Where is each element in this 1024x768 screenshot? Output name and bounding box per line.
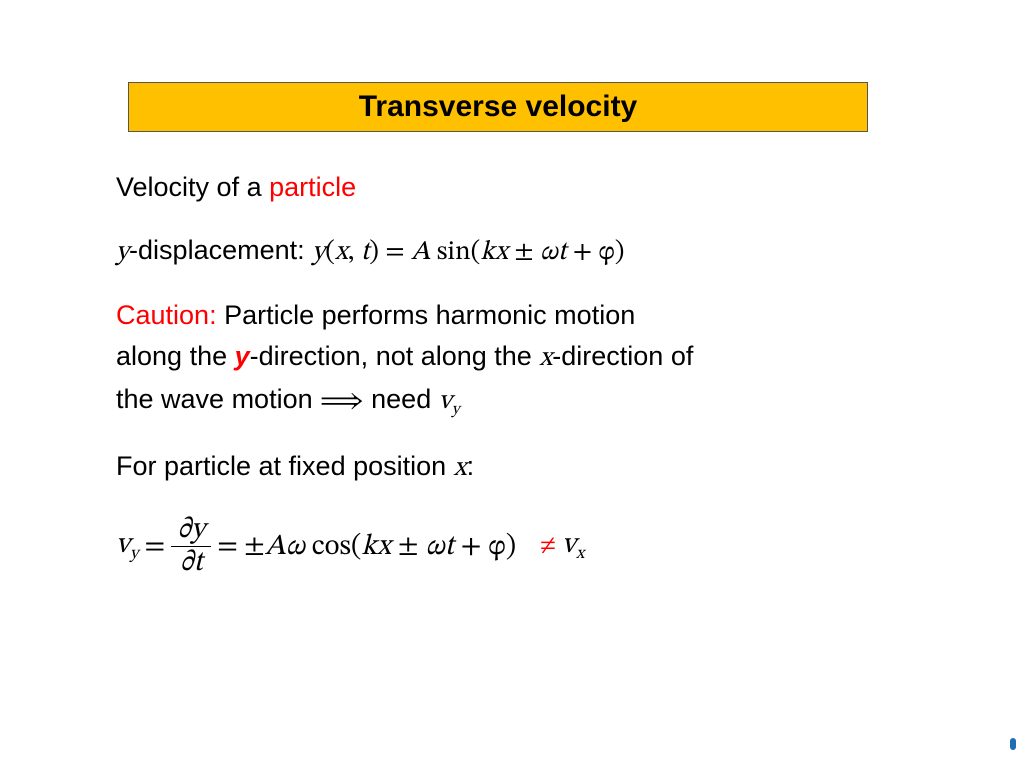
caution-3a: the wave motion — [116, 384, 320, 414]
var-y: y — [116, 239, 129, 266]
slide-body: Velocity of a particle y-displacement: y… — [116, 170, 896, 579]
eq-vx: vx — [562, 526, 584, 567]
caution-y-var: y — [235, 341, 250, 371]
line-velocity-of-particle: Velocity of a particle — [116, 170, 896, 205]
eq-lhs-sub: y — [130, 546, 138, 563]
text-velocity-prefix: Velocity of a — [116, 172, 269, 202]
page-corner-indicator — [1010, 738, 1016, 750]
eq-rhs: ±Aω cos(kx ± ωt + φ) — [244, 528, 516, 566]
line-fixed-position: For particle at fixed position x: — [116, 449, 896, 486]
eq-displacement: y(x, t) = A sin(kx ± ωt + φ) — [312, 239, 624, 266]
eq-lhs: vy — [116, 526, 138, 567]
main-equation: vy = ∂y ∂t = ±Aω cos(kx ± ωt + φ) ≠ vx — [116, 514, 896, 579]
eq-lhs-v: v — [116, 530, 130, 559]
caution-x-var: x — [539, 345, 552, 372]
caution-line-2: along the y-direction, not along the x-d… — [116, 339, 896, 376]
implies-arrow: ⟹ — [320, 388, 364, 415]
line-displacement: y-displacement: y(x, t) = A sin(kx ± ωt … — [116, 233, 896, 270]
frac-den: ∂t — [171, 547, 211, 579]
eq-equals-1: = — [144, 528, 165, 566]
caution-line-3: the wave motion ⟹ need vy — [116, 382, 896, 421]
vy-inline: vy — [439, 388, 460, 415]
title-bar: Transverse velocity — [128, 82, 868, 132]
caution-2c: -direction of — [552, 341, 693, 371]
caution-2b: -direction, not along the — [250, 341, 540, 371]
eq-fraction: ∂y ∂t — [171, 514, 211, 579]
caution-3b: need — [364, 384, 439, 414]
text-displacement-label: -displacement: — [129, 235, 312, 265]
eq-vx-sub: x — [576, 546, 584, 563]
fixed-pos-b: : — [467, 451, 475, 481]
caution-2a: along the — [116, 341, 235, 371]
fixed-pos-a: For particle at fixed position — [116, 451, 454, 481]
eq-vx-v: v — [562, 530, 576, 559]
caution-text-1: Particle performs harmonic motion — [217, 300, 636, 330]
slide-title: Transverse velocity — [359, 90, 638, 124]
vy-sub: y — [452, 402, 460, 418]
caution-line-1: Caution: Particle performs harmonic moti… — [116, 298, 896, 333]
caution-label: Caution: — [116, 300, 217, 330]
vy-v: v — [439, 388, 452, 415]
fixed-pos-x: x — [454, 455, 467, 482]
frac-num: ∂y — [171, 514, 211, 547]
eq-neq: ≠ — [540, 528, 556, 566]
text-particle-highlight: particle — [269, 172, 356, 202]
eq-equals-2: = — [217, 528, 238, 566]
